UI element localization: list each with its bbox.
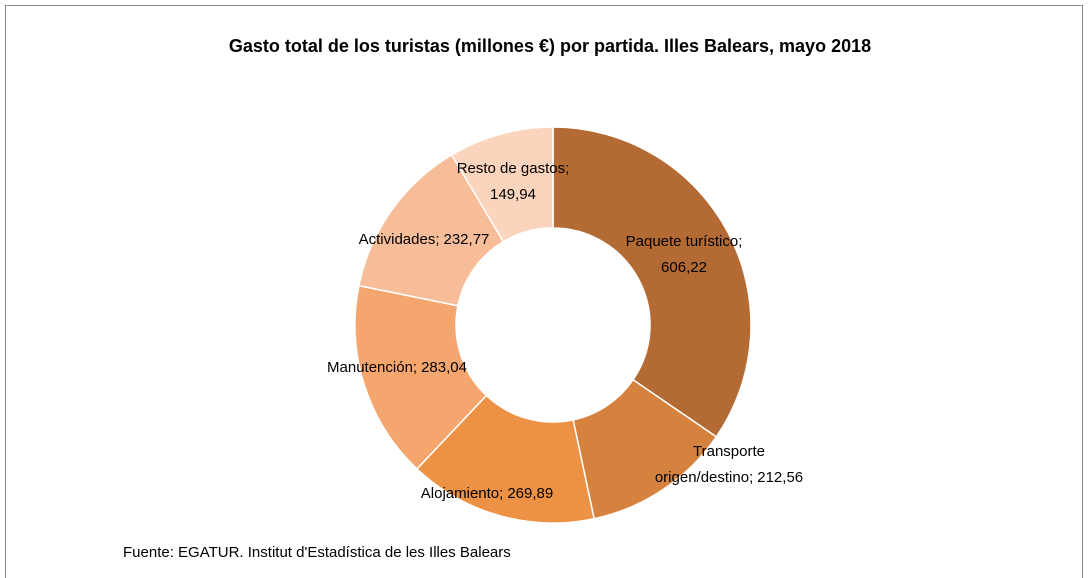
data-label-separator: ; xyxy=(413,359,417,376)
data-label-separator: ; xyxy=(435,231,439,248)
data-label-category: Transporte xyxy=(693,443,765,460)
data-label: Transporte origen/destino; 212,56 xyxy=(655,443,803,486)
data-label-category: Manutención xyxy=(327,359,413,376)
data-label: Manutención; 283,04 xyxy=(327,359,467,376)
data-label: Resto de gastos; 149,94 xyxy=(457,160,570,203)
data-label-value: 149,94 xyxy=(490,186,536,203)
data-label-category: origen/destino xyxy=(655,469,749,486)
data-label: Alojamiento; 269,89 xyxy=(421,485,553,502)
data-label-value: 283,04 xyxy=(421,359,467,376)
data-label-category: Paquete turístico xyxy=(626,233,739,250)
data-label-separator: ; xyxy=(565,160,569,177)
data-label-category: Resto de gastos xyxy=(457,160,565,177)
donut-slice xyxy=(450,126,554,243)
data-label-separator: ; xyxy=(738,233,742,250)
donut-slice xyxy=(354,284,488,470)
data-label-value: 212,56 xyxy=(757,469,803,486)
donut-slice xyxy=(358,153,505,307)
data-label-value: 232,77 xyxy=(444,231,490,248)
data-label-category: Alojamiento xyxy=(421,485,499,502)
chart-title: Gasto total de los turistas (millones €)… xyxy=(229,36,871,56)
data-label-value: 269,89 xyxy=(507,485,553,502)
data-label-value: 606,22 xyxy=(661,259,707,276)
data-label-separator: ; xyxy=(499,485,503,502)
data-label-category: Actividades xyxy=(359,231,436,248)
data-label: Actividades; 232,77 xyxy=(359,231,490,248)
data-label-separator: ; xyxy=(749,469,753,486)
source-note: Fuente: EGATUR. Institut d'Estadística d… xyxy=(123,544,511,561)
donut-slice xyxy=(415,394,596,524)
data-label: Paquete turístico; 606,22 xyxy=(626,233,743,276)
donut-slice xyxy=(552,126,752,438)
